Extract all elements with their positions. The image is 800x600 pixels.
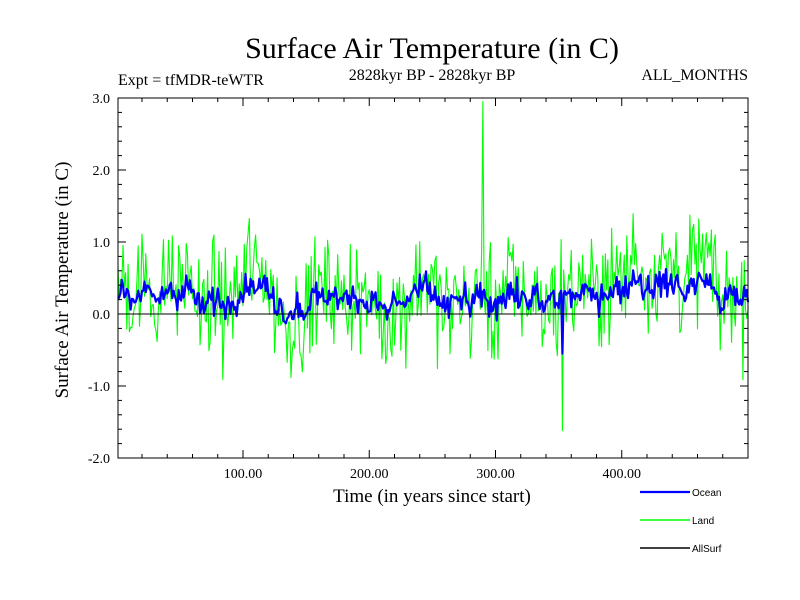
chart-title: Surface Air Temperature (in C): [245, 32, 619, 65]
y-tick-label: 1.0: [93, 236, 111, 251]
legend-label-ocean: Ocean: [692, 488, 721, 499]
x-axis-label: Time (in years since start): [333, 486, 531, 507]
legend: Ocean Land AllSurf: [640, 488, 722, 555]
plot-frame: [117, 97, 749, 459]
legend-label-allsurf: AllSurf: [692, 544, 722, 555]
y-tick-label: 0.0: [93, 308, 111, 323]
plot-area: 100.00 200.00 300.00 400.00 -2.0 -1.0 0.0 1.0 2.…: [88, 92, 750, 482]
x-tick-label: 400.00: [602, 467, 641, 482]
x-tick-label: 200.00: [350, 467, 389, 482]
series-line-ocean: [117, 267, 750, 355]
period-label: 2828kyr BP - 2828kyr BP: [349, 67, 516, 84]
series-line-land: [117, 101, 749, 432]
y-tick-label: 2.0: [93, 164, 111, 179]
y-tick-label: -1.0: [88, 380, 110, 395]
legend-label-land: Land: [692, 516, 714, 527]
y-tick-label: -2.0: [88, 452, 110, 467]
experiment-label: Expt = tfMDR-teWTR: [118, 72, 264, 89]
x-tick-label: 100.00: [224, 467, 263, 482]
y-tick-label: 3.0: [93, 92, 111, 107]
y-axis-label: Surface Air Temperature (in C): [52, 162, 73, 399]
months-label: ALL_MONTHS: [641, 67, 748, 84]
x-tick-label: 300.00: [476, 467, 515, 482]
